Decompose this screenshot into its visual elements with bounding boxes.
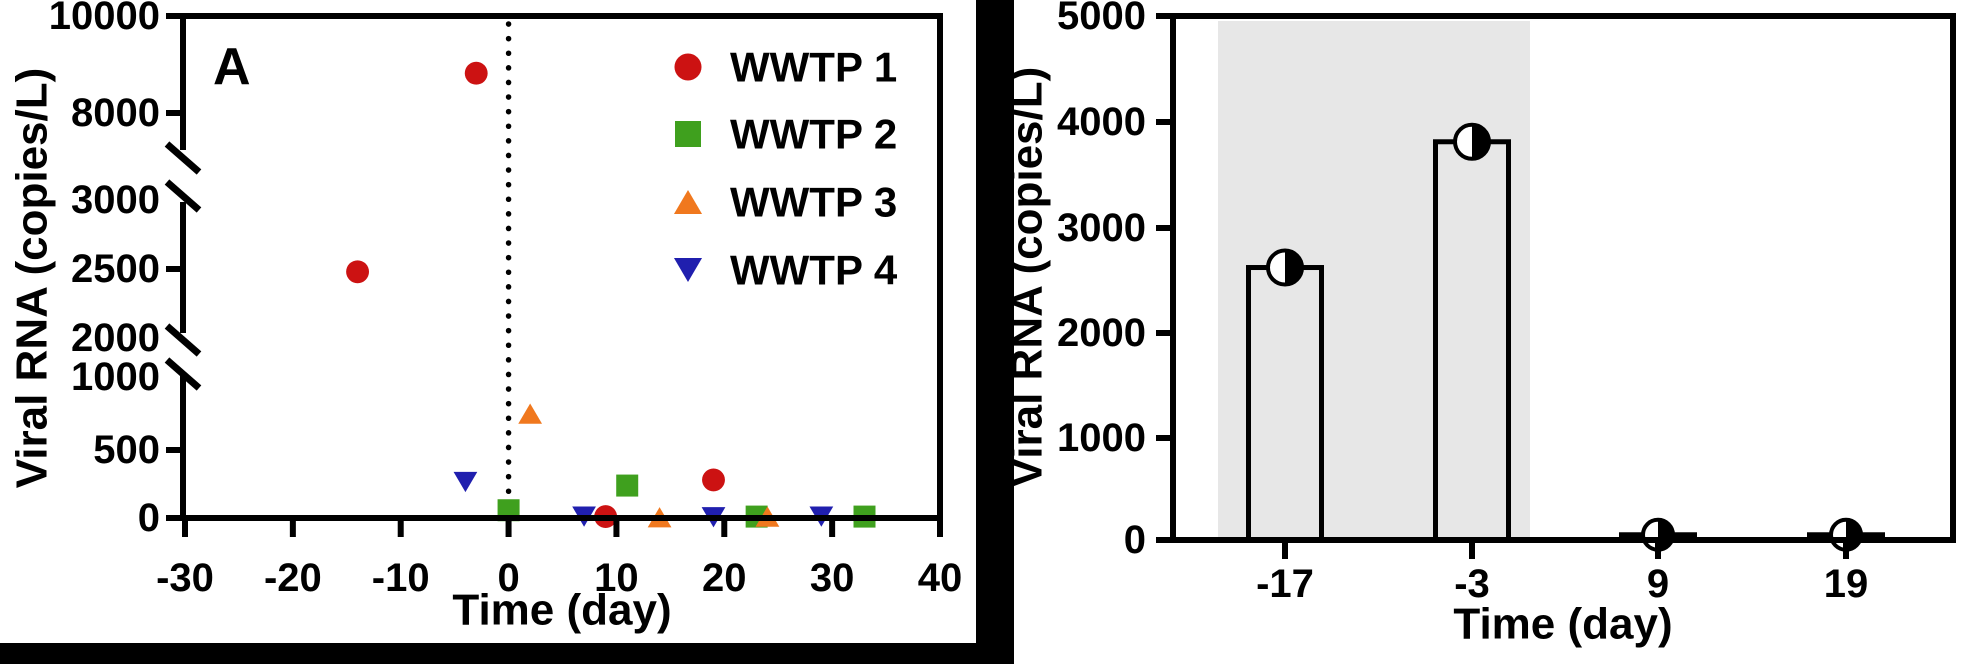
legend-marker-triangle-down [673,258,703,282]
axis-break-slash [164,323,202,357]
x-tick-label: 30 [810,556,855,600]
x-category-label: -3 [1454,562,1490,606]
x-axis-title: Time (day) [1453,600,1672,649]
legend-marker-triangle-up [673,190,703,214]
legend: WWTP 1 WWTP 2 WWTP 3 WWTP 4 [673,44,898,294]
y-tick-label: 5000 [1057,0,1146,38]
panel-a-bottom-border-bar [0,643,1014,664]
y-tick-label: 0 [1124,518,1146,562]
axis-break-slash [164,141,202,175]
x-category-label: 19 [1824,562,1869,606]
x-axis-title: Time (day) [452,586,671,635]
y-tick-label: 0 [138,496,160,540]
half-filled-circle-marker [1266,248,1304,287]
series-wwtp-3 [518,403,780,528]
x-tick-label: -10 [372,556,430,600]
y-tick-label: 8000 [71,91,160,135]
legend-label: WWTP 4 [730,247,898,294]
half-filled-circle-marker [1453,122,1491,161]
y-tick-label: 2500 [71,247,160,291]
y-tick-label: 3000 [1057,206,1146,250]
x-category-label: -17 [1256,562,1314,606]
data-point-marker [702,468,725,492]
y-tick-label: 10000 [49,0,160,38]
data-point-marker [518,403,543,424]
x-tick-label: 20 [702,556,747,600]
legend-label: WWTP 2 [730,111,897,158]
shaded-pre-intervention-region [1218,21,1530,538]
y-axis-title: Viral RNA (copies/L) [1003,67,1052,488]
y-tick-label: 3000 [71,178,160,222]
axis-break-slash [164,179,202,213]
y-tick-label: 1000 [1057,416,1146,460]
legend-marker-square [675,121,701,147]
x-tick-label: -30 [156,556,214,600]
panel-divider-bar [976,0,1014,664]
x-tick-label: -20 [264,556,322,600]
legend-label: WWTP 3 [730,179,897,226]
x-tick-label: 10 [594,556,639,600]
y-tick-label: 2000 [1057,311,1146,355]
axis-break-slash [164,357,202,391]
legend-label: WWTP 1 [730,44,897,91]
data-point-marker [464,61,488,85]
x-category-label: 9 [1647,562,1669,606]
panel-a-letter: A [213,38,251,96]
y-tick-label: 2000 [71,316,160,360]
y-tick-label: 1000 [71,355,160,399]
x-tick-label: 40 [918,556,963,600]
x-tick-label: 0 [497,556,519,600]
y-tick-label: 4000 [1057,100,1146,144]
y-axis-title: Viral RNA (copies/L) [8,68,57,489]
data-point-marker [616,474,639,497]
legend-marker-circle [674,53,702,81]
data-point-marker [453,471,478,493]
data-point-marker [346,260,370,284]
panel-b-bar-chart: 5000 4000 3000 2000 1000 0 -17 -3 9 19 Time (day) V… [1003,0,1956,649]
y-tick-label: 500 [93,428,160,472]
series-wwtp-1 [346,61,725,529]
